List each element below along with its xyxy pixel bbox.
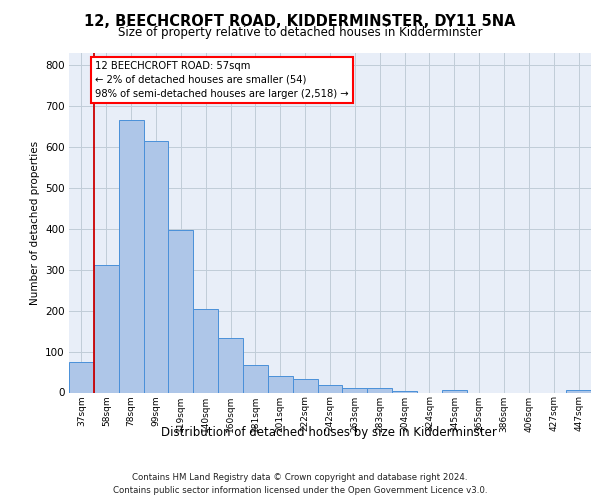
Text: 12 BEECHCROFT ROAD: 57sqm
← 2% of detached houses are smaller (54)
98% of semi-d: 12 BEECHCROFT ROAD: 57sqm ← 2% of detach…	[95, 60, 349, 98]
Bar	[367, 388, 392, 392]
Text: Size of property relative to detached houses in Kidderminster: Size of property relative to detached ho…	[118, 26, 482, 39]
Bar	[293, 380, 317, 392]
Bar	[442, 390, 467, 392]
Text: Distribution of detached houses by size in Kidderminster: Distribution of detached houses by size …	[161, 426, 497, 439]
Bar	[243, 364, 268, 392]
Bar	[119, 120, 143, 392]
Bar	[169, 230, 193, 392]
Bar	[343, 388, 367, 392]
Bar	[566, 390, 591, 392]
Bar	[94, 264, 119, 392]
Bar	[193, 308, 218, 392]
Bar	[143, 140, 169, 392]
Bar	[218, 338, 243, 392]
Bar	[317, 384, 343, 392]
Bar	[69, 362, 94, 392]
Bar	[268, 376, 293, 392]
Text: Contains HM Land Registry data © Crown copyright and database right 2024.
Contai: Contains HM Land Registry data © Crown c…	[113, 474, 487, 495]
Y-axis label: Number of detached properties: Number of detached properties	[29, 140, 40, 304]
Text: 12, BEECHCROFT ROAD, KIDDERMINSTER, DY11 5NA: 12, BEECHCROFT ROAD, KIDDERMINSTER, DY11…	[84, 14, 516, 29]
